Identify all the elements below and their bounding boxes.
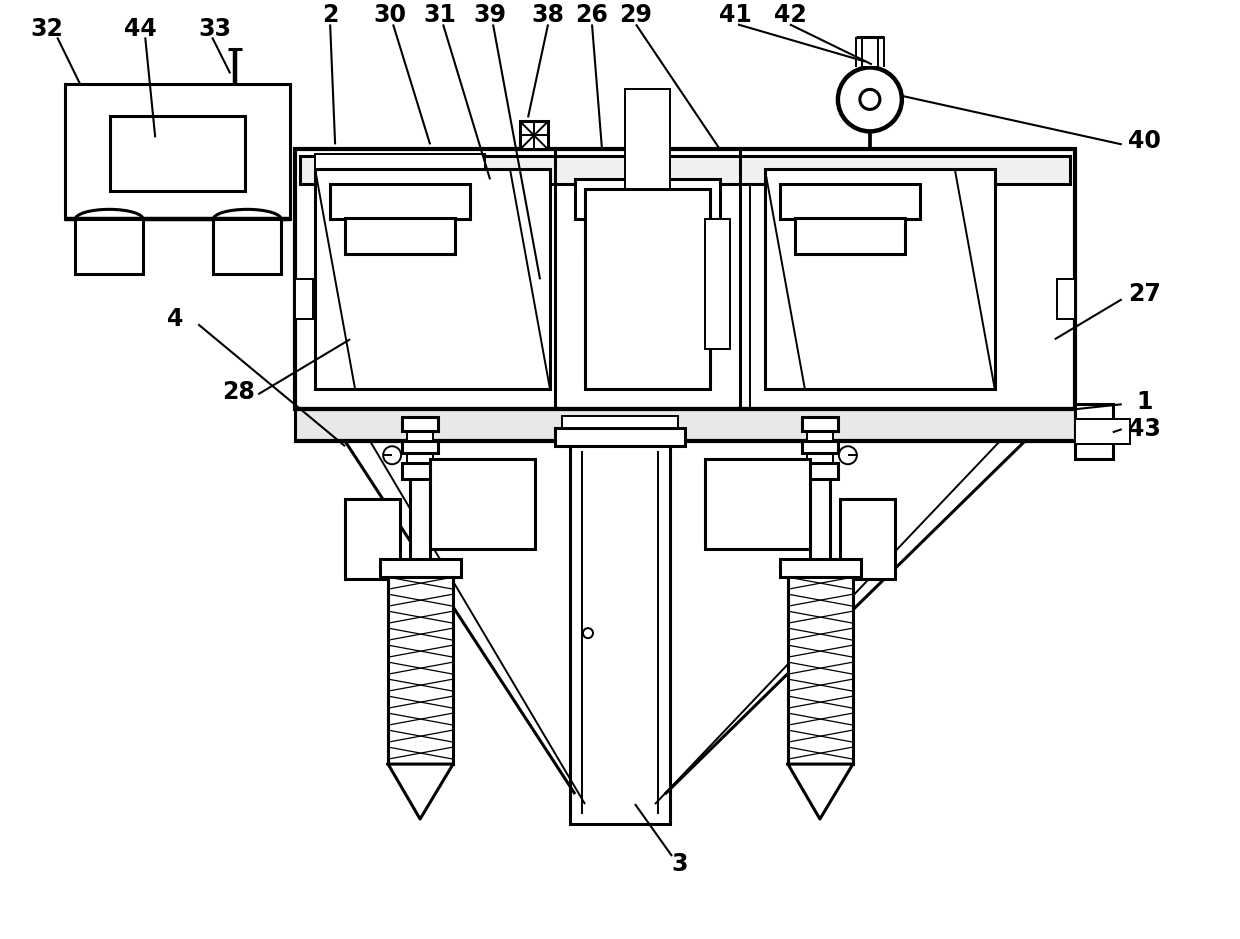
Bar [706,220,730,349]
Bar [300,157,1070,184]
Bar [410,446,430,569]
Bar [315,154,485,184]
Bar [295,279,314,319]
Text: 32: 32 [31,18,63,41]
Bar [802,441,838,454]
Bar [585,219,711,254]
Bar [295,149,1075,409]
Bar [625,89,670,190]
Bar [66,85,290,220]
Bar [330,184,470,220]
Text: 33: 33 [198,18,232,41]
Circle shape [839,446,857,464]
Bar [213,220,281,274]
Text: 38: 38 [532,4,564,27]
Text: 39: 39 [474,4,507,27]
Text: 29: 29 [620,4,652,27]
Bar [575,179,720,220]
Bar [1056,279,1075,319]
Bar [381,560,461,577]
Text: 40: 40 [1128,130,1161,153]
Bar [562,416,678,428]
Circle shape [583,628,593,639]
Text: 27: 27 [1128,283,1161,306]
Bar [295,409,1075,441]
Text: 4: 4 [167,307,184,331]
Bar [556,428,684,446]
Bar [402,463,438,479]
Bar [402,441,438,454]
Bar [802,463,838,479]
Bar [765,169,994,390]
Text: 44: 44 [124,18,156,41]
Text: 26: 26 [575,4,609,27]
Circle shape [383,446,401,464]
Text: 2: 2 [322,4,339,27]
Bar [407,454,433,463]
Circle shape [838,68,901,131]
Bar [585,190,711,390]
Bar [807,454,833,463]
Bar [407,431,433,441]
Text: 31: 31 [424,4,456,27]
Text: 43: 43 [1128,417,1161,441]
Bar [76,220,144,274]
Bar [110,116,246,192]
Bar [810,446,830,569]
Bar [780,560,861,577]
Text: 41: 41 [718,4,751,27]
Text: 28: 28 [222,380,254,405]
Bar [1075,419,1130,444]
Polygon shape [787,764,853,819]
Bar [345,219,455,254]
Bar [807,431,833,441]
Text: 30: 30 [373,4,407,27]
Text: 42: 42 [774,4,806,27]
Bar [520,121,548,149]
Bar [388,569,453,764]
Bar [402,417,438,431]
Bar [430,459,534,549]
Bar [780,184,920,220]
Circle shape [859,89,880,110]
Bar [787,569,853,764]
Bar [345,500,401,579]
Bar [802,417,838,431]
Polygon shape [388,764,453,819]
Bar [839,500,895,579]
Text: 1: 1 [1137,391,1153,414]
Text: 3: 3 [672,852,688,876]
Bar [795,219,905,254]
Bar [862,38,878,68]
Bar [706,459,810,549]
Bar [570,441,670,824]
Bar [315,169,551,390]
Bar [1075,405,1112,459]
